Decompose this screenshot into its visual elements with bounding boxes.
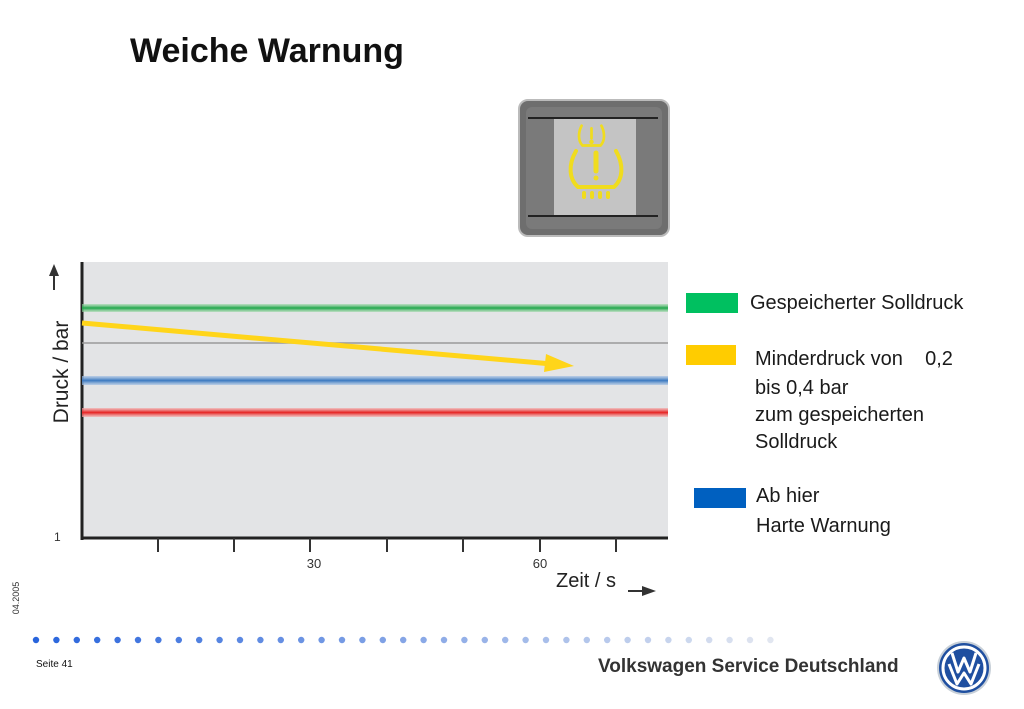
- decorative-dot: [236, 636, 244, 644]
- decorative-dot: [726, 636, 733, 644]
- legend-underpressure-line-1: Minderdruck von 0,2: [755, 348, 953, 370]
- legend-swatch-blue: [694, 488, 746, 508]
- decorative-dot: [94, 636, 101, 644]
- decorative-dot: [400, 636, 407, 644]
- decorative-dot: [522, 636, 529, 644]
- brand-name: Volkswagen Service Deutschland: [598, 656, 899, 677]
- decorative-dot: [32, 636, 40, 644]
- decorative-dot: [114, 636, 121, 644]
- decorative-dot: [583, 636, 590, 644]
- decorative-dot: [196, 636, 203, 644]
- legend-underpressure-line-4: Solldruck: [755, 431, 838, 453]
- decorative-dot-row: [32, 636, 774, 644]
- y-axis-arrow-head: [49, 264, 59, 276]
- decorative-dot: [665, 636, 672, 644]
- decorative-dot: [257, 636, 264, 644]
- decorative-dot: [277, 636, 284, 644]
- decorative-dot: [644, 636, 652, 644]
- decorative-dot: [359, 636, 366, 644]
- decorative-dot: [461, 636, 468, 644]
- decorative-dot: [767, 636, 774, 644]
- tire-pressure-warning-icon: [568, 124, 624, 199]
- decorative-dot: [746, 636, 754, 644]
- decorative-dot: [318, 636, 325, 644]
- y-tick-label: 1: [54, 530, 61, 544]
- decorative-dot: [175, 636, 182, 644]
- decorative-dot: [440, 636, 448, 644]
- slide-title: Weiche Warnung: [130, 32, 404, 70]
- pressure-drop-arrow-head: [544, 354, 574, 372]
- decorative-dot: [379, 636, 386, 644]
- pressure-drop-arrow: [81, 320, 553, 367]
- decorative-dot: [298, 636, 305, 644]
- red-limit-line: [82, 408, 668, 417]
- y-axis-label: Druck / bar: [50, 320, 73, 424]
- decorative-dot: [338, 636, 346, 644]
- x-tick-label-60: 60: [532, 556, 548, 571]
- x-axis-label: Zeit / s: [556, 570, 617, 592]
- stored-pressure-line: [82, 304, 668, 312]
- x-tick-label-30: 30: [306, 556, 322, 571]
- x-axis-arrow-head: [642, 586, 656, 596]
- decorative-dot: [542, 636, 550, 644]
- legend-swatch-green: [686, 293, 738, 313]
- legend-stored-pressure: Gespeicherter Solldruck: [750, 292, 964, 314]
- decorative-dot: [53, 636, 60, 644]
- chart-plot-area: [82, 262, 668, 538]
- vw-logo: [937, 641, 991, 695]
- legend-hard-warning-line-2: Harte Warnung: [756, 515, 891, 537]
- decorative-dot: [706, 636, 713, 644]
- decorative-dot: [685, 636, 692, 644]
- legend-hard-warning-line-1: Ab hier: [756, 485, 820, 507]
- legend-underpressure-line-2: bis 0,4 bar: [755, 377, 849, 399]
- decorative-dot: [420, 636, 427, 644]
- decorative-dot: [73, 636, 80, 644]
- decorative-dot: [134, 636, 142, 644]
- decorative-dot: [216, 636, 223, 644]
- decorative-dot: [502, 636, 509, 644]
- decorative-dot: [155, 636, 162, 644]
- legend-swatch-yellow: [686, 345, 736, 365]
- decorative-dot: [481, 636, 488, 644]
- hard-warning-threshold-line: [82, 376, 668, 385]
- page-number: Seite 41: [36, 659, 73, 670]
- decorative-dot: [604, 636, 611, 644]
- decorative-dot: [624, 636, 631, 644]
- warning-lamp-panel: [518, 99, 670, 237]
- date-label: 04.2005: [11, 581, 21, 615]
- legend-underpressure-line-3: zum gespeicherten: [755, 404, 924, 426]
- decorative-dot: [563, 636, 570, 644]
